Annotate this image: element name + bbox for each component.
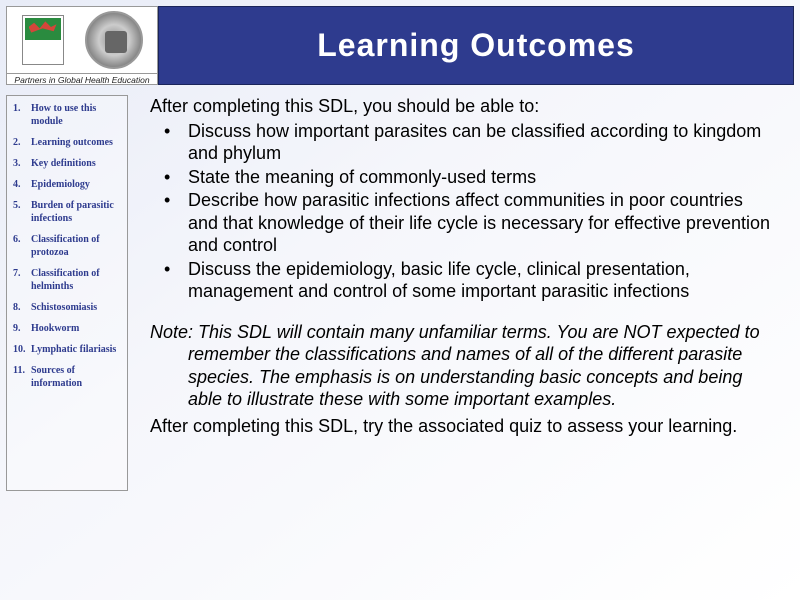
nav-item[interactable]: How to use this module bbox=[13, 102, 123, 128]
outcome-item: Describe how parasitic infections affect… bbox=[150, 189, 774, 257]
nav-item[interactable]: Classification of helminths bbox=[13, 267, 123, 293]
page-title: Learning Outcomes bbox=[317, 27, 635, 64]
nav-item[interactable]: Learning outcomes bbox=[13, 136, 123, 149]
partner-logos bbox=[7, 7, 157, 73]
logo-box: Partners in Global Health Education bbox=[6, 6, 158, 85]
outcome-item: State the meaning of commonly-used terms bbox=[150, 166, 774, 189]
nav-item[interactable]: Schistosomiasis bbox=[13, 301, 123, 314]
header-row: Partners in Global Health Education Lear… bbox=[0, 0, 800, 85]
intro-text: After completing this SDL, you should be… bbox=[150, 95, 774, 118]
body-row: How to use this module Learning outcomes… bbox=[0, 85, 800, 491]
closing-text: After completing this SDL, try the assoc… bbox=[150, 415, 774, 438]
outcome-item: Discuss the epidemiology, basic life cyc… bbox=[150, 258, 774, 303]
nav-item[interactable]: Lymphatic filariasis bbox=[13, 343, 123, 356]
content-area: After completing this SDL, you should be… bbox=[128, 95, 792, 491]
nav-item[interactable]: Hookworm bbox=[13, 322, 123, 335]
outcome-item: Discuss how important parasites can be c… bbox=[150, 120, 774, 165]
nav-item[interactable]: Epidemiology bbox=[13, 178, 123, 191]
college-seal-icon bbox=[85, 11, 143, 69]
logo-caption: Partners in Global Health Education bbox=[7, 73, 157, 86]
note-text: Note: This SDL will contain many unfamil… bbox=[150, 321, 774, 411]
nav-box: How to use this module Learning outcomes… bbox=[6, 95, 128, 491]
university-crest-icon bbox=[22, 15, 64, 65]
nav-list: How to use this module Learning outcomes… bbox=[13, 102, 123, 390]
nav-item[interactable]: Key definitions bbox=[13, 157, 123, 170]
outcomes-list: Discuss how important parasites can be c… bbox=[150, 120, 774, 303]
nav-item[interactable]: Classification of protozoa bbox=[13, 233, 123, 259]
nav-item[interactable]: Burden of parasitic infections bbox=[13, 199, 123, 225]
nav-item[interactable]: Sources of information bbox=[13, 364, 123, 390]
title-bar: Learning Outcomes bbox=[158, 6, 794, 85]
